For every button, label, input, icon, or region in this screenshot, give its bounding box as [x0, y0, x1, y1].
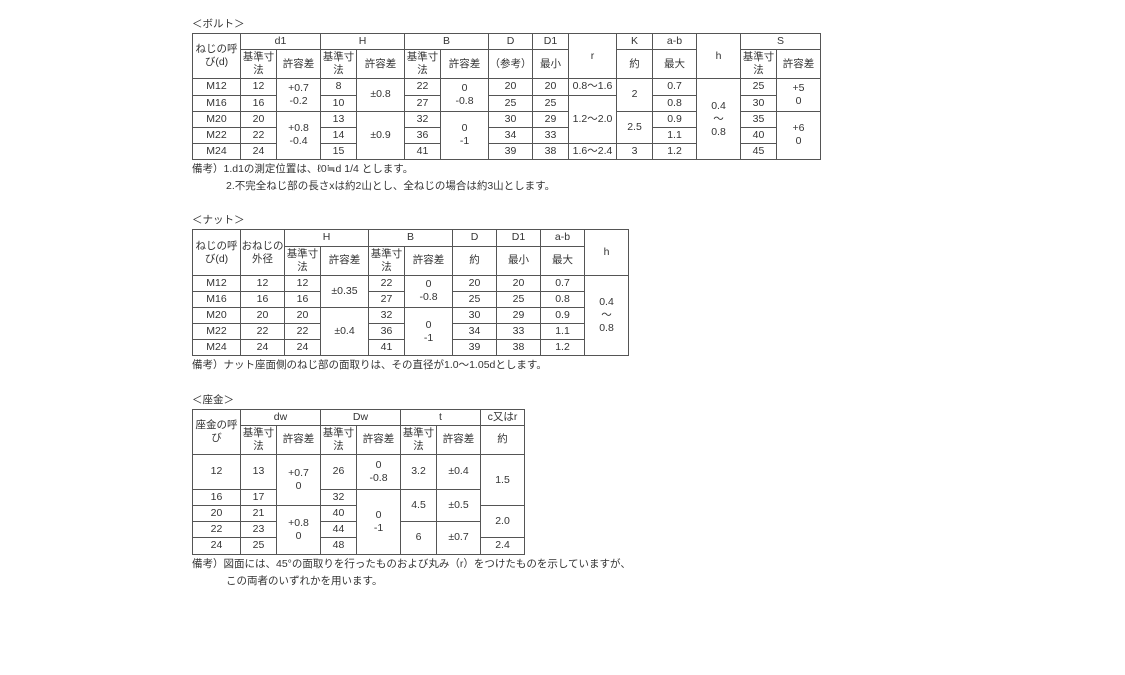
- wash-h-cra: 約: [481, 425, 525, 454]
- bolt-h-Ka: 約: [617, 50, 653, 79]
- washer-section: ＜座金＞ 座金の呼び dw Dw t c又はr 基準寸法 許容差 基準寸法 許容…: [192, 392, 1125, 589]
- bolt-h-Sb: 許容差: [777, 50, 821, 79]
- nut-h-h: h: [585, 230, 629, 275]
- bolt-section: ＜ボルト＞ ねじの呼び(d) d1 H B D D1 r K a-b h: [192, 16, 1125, 194]
- bolt-h-D1: D1: [533, 34, 569, 50]
- bolt-title: ＜ボルト＞: [192, 16, 1125, 31]
- bolt-h-D: D: [489, 34, 533, 50]
- wash-h-tb: 許容差: [437, 425, 481, 454]
- wash-h-Dw: Dw: [321, 409, 401, 425]
- nut-section: ＜ナット＞ ねじの呼び(d) おねじの外径 H B D D1 a-b h 基準寸…: [192, 212, 1125, 373]
- nut-h-Ba: 基準寸法: [369, 246, 405, 275]
- bolt-h-H: H: [321, 34, 405, 50]
- table-row: M12 12 12 ±0.35 22 0 -0.8 20 20 0.7 0.4 …: [193, 275, 629, 291]
- wash-h-t: t: [401, 409, 481, 425]
- wash-h-Dwa: 基準寸法: [321, 425, 357, 454]
- bolt-h-d1b: 許容差: [277, 50, 321, 79]
- bolt-h-Ha: 基準寸法: [321, 50, 357, 79]
- bolt-h-d: ねじの呼び(d): [193, 34, 241, 79]
- nut-h-B: B: [369, 230, 453, 246]
- bolt-h-d1a: 基準寸法: [241, 50, 277, 79]
- nut-h-D1a: 最小: [497, 246, 541, 275]
- washer-note-2: この両者のいずれかを用います。: [192, 574, 1125, 589]
- bolt-h-Hb: 許容差: [357, 50, 405, 79]
- nut-h-od: おねじの外径: [241, 230, 285, 275]
- nut-h-d: ねじの呼び(d): [193, 230, 241, 275]
- wash-h-dwb: 許容差: [277, 425, 321, 454]
- bolt-table: ねじの呼び(d) d1 H B D D1 r K a-b h S 基準寸法 許容…: [192, 33, 821, 160]
- nut-note: 備考）ナット座面側のねじ部の面取りは、その直径が1.0〜1.05dとします。: [192, 358, 1125, 373]
- bolt-h-Ba: 基準寸法: [405, 50, 441, 79]
- bolt-h-K: K: [617, 34, 653, 50]
- nut-h-H: H: [285, 230, 369, 246]
- wash-h-dwa: 基準寸法: [241, 425, 277, 454]
- bolt-h-B: B: [405, 34, 489, 50]
- washer-title: ＜座金＞: [192, 392, 1125, 407]
- bolt-h-r: r: [569, 34, 617, 79]
- bolt-h-D1a: 最小: [533, 50, 569, 79]
- bolt-h-ab: a-b: [653, 34, 697, 50]
- bolt-h-Bb: 許容差: [441, 50, 489, 79]
- table-row: 12 13 +0.7 0 26 0 -0.8 3.2 ±0.4 1.5: [193, 455, 525, 490]
- bolt-h-Sa: 基準寸法: [741, 50, 777, 79]
- wash-h-ta: 基準寸法: [401, 425, 437, 454]
- nut-h-Hb: 許容差: [321, 246, 369, 275]
- nut-h-ab: a-b: [541, 230, 585, 246]
- nut-table: ねじの呼び(d) おねじの外径 H B D D1 a-b h 基準寸法 許容差 …: [192, 229, 629, 356]
- washer-note-1: 備考）図面には、45°の面取りを行ったものおよび丸み（r）をつけたものを示してい…: [192, 557, 1125, 572]
- nut-h-D1: D1: [497, 230, 541, 246]
- washer-table: 座金の呼び dw Dw t c又はr 基準寸法 許容差 基準寸法 許容差 基準寸…: [192, 409, 525, 555]
- table-row: M20 20 20 ±0.4 32 0 -1 30 29 0.9: [193, 308, 629, 324]
- table-row: M12 12 +0.7 -0.2 8 ±0.8 22 0 -0.8 20 20 …: [193, 79, 821, 95]
- nut-h-Da: 約: [453, 246, 497, 275]
- wash-h-d: 座金の呼び: [193, 409, 241, 454]
- bolt-h-S: S: [741, 34, 821, 50]
- nut-h-aba: 最大: [541, 246, 585, 275]
- bolt-h-aba: 最大: [653, 50, 697, 79]
- bolt-note-2: 2.不完全ねじ部の長さxは約2山とし、全ねじの場合は約3山とします。: [192, 179, 1125, 194]
- nut-h-Bb: 許容差: [405, 246, 453, 275]
- nut-h-Ha: 基準寸法: [285, 246, 321, 275]
- nut-title: ＜ナット＞: [192, 212, 1125, 227]
- bolt-note-1: 備考）1.d1の測定位置は、ℓ0≒d 1/4 とします。: [192, 162, 1125, 177]
- wash-h-Dwb: 許容差: [357, 425, 401, 454]
- wash-h-dw: dw: [241, 409, 321, 425]
- bolt-h-Da: （参考）: [489, 50, 533, 79]
- table-row: 16 17 32 0 -1 4.5 ±0.5: [193, 490, 525, 506]
- bolt-h-h: h: [697, 34, 741, 79]
- bolt-h-d1: d1: [241, 34, 321, 50]
- nut-h-D: D: [453, 230, 497, 246]
- wash-h-cr: c又はr: [481, 409, 525, 425]
